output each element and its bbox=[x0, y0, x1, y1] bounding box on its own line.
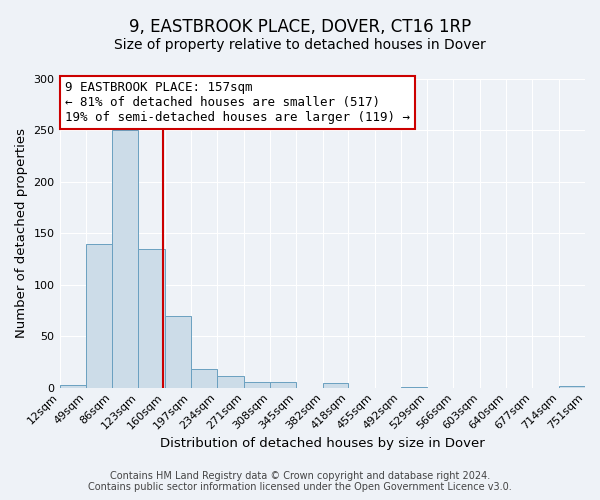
Bar bbox=[244, 382, 270, 388]
Bar bbox=[401, 386, 427, 388]
X-axis label: Distribution of detached houses by size in Dover: Distribution of detached houses by size … bbox=[160, 437, 485, 450]
Bar bbox=[559, 386, 585, 388]
Bar bbox=[191, 369, 217, 388]
Text: 9, EASTBROOK PLACE, DOVER, CT16 1RP: 9, EASTBROOK PLACE, DOVER, CT16 1RP bbox=[129, 18, 471, 36]
Bar bbox=[59, 384, 86, 388]
Bar bbox=[86, 244, 112, 388]
Text: Contains HM Land Registry data © Crown copyright and database right 2024.
Contai: Contains HM Land Registry data © Crown c… bbox=[88, 471, 512, 492]
Y-axis label: Number of detached properties: Number of detached properties bbox=[15, 128, 28, 338]
Bar bbox=[165, 316, 191, 388]
Bar bbox=[323, 384, 348, 388]
Bar bbox=[112, 130, 139, 388]
Bar bbox=[270, 382, 296, 388]
Bar bbox=[139, 248, 165, 388]
Bar bbox=[217, 376, 244, 388]
Text: 9 EASTBROOK PLACE: 157sqm
← 81% of detached houses are smaller (517)
19% of semi: 9 EASTBROOK PLACE: 157sqm ← 81% of detac… bbox=[65, 80, 410, 124]
Text: Size of property relative to detached houses in Dover: Size of property relative to detached ho… bbox=[114, 38, 486, 52]
